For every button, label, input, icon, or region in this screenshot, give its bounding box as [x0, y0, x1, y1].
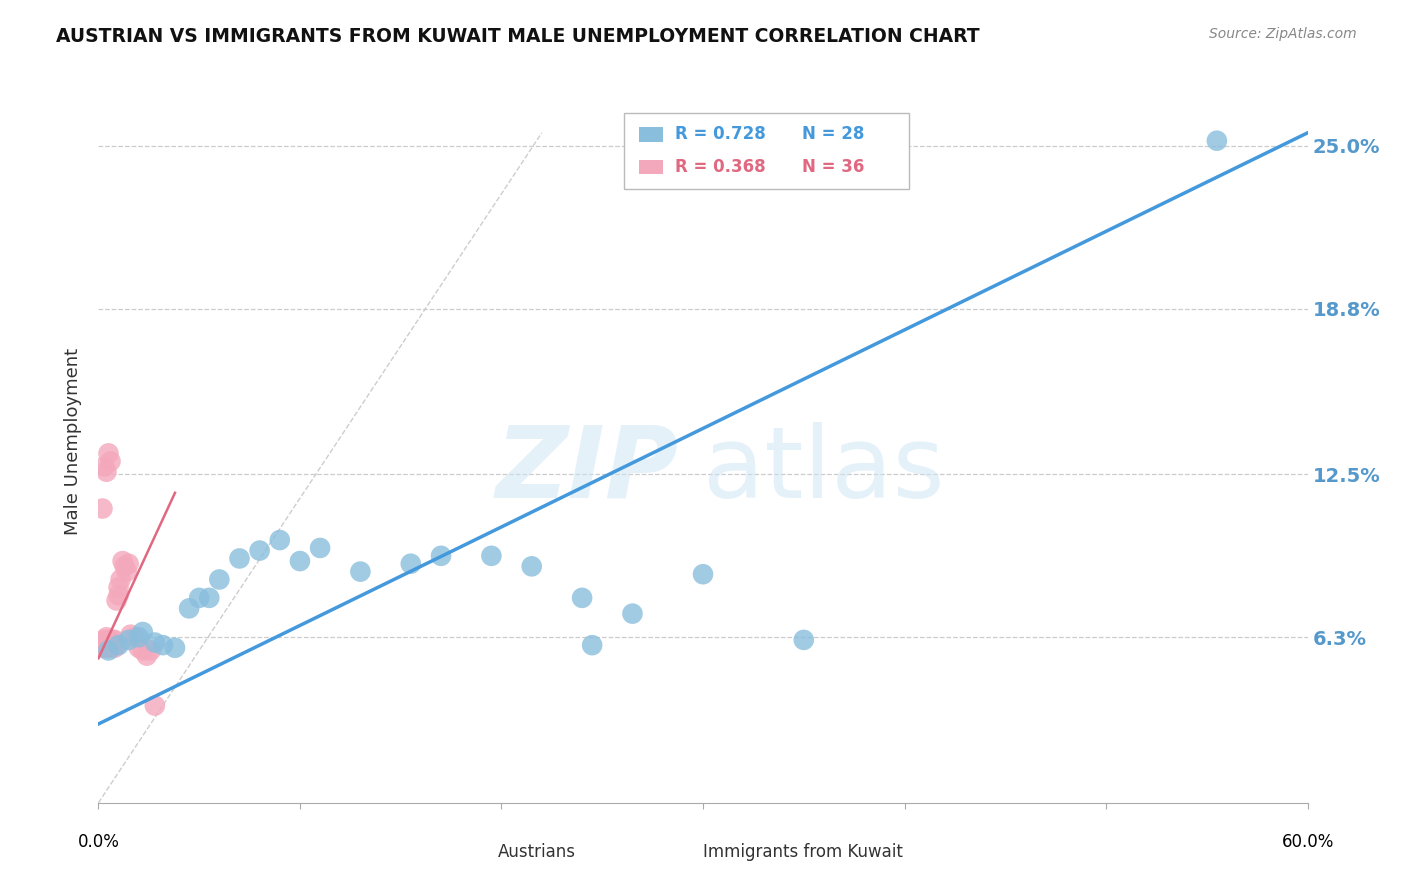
Point [96, 630, 118, 644]
Point [152, 638, 174, 652]
Point [101, 638, 124, 652]
Point [91, 635, 114, 649]
Point [1206, 134, 1229, 148]
Point [103, 632, 125, 647]
Point [120, 627, 142, 641]
Point [228, 551, 250, 566]
Point [132, 643, 155, 657]
Point [107, 588, 129, 602]
Point [103, 640, 125, 655]
Point [97, 632, 120, 647]
Point [100, 640, 122, 655]
Text: atlas: atlas [703, 422, 945, 519]
Bar [638, 160, 664, 174]
Point [399, 557, 422, 571]
Point [581, 638, 603, 652]
Point [349, 565, 371, 579]
Point [288, 554, 311, 568]
Point [692, 567, 714, 582]
Text: Austrians: Austrians [498, 843, 575, 861]
Point [198, 591, 221, 605]
Text: Immigrants from Kuwait: Immigrants from Kuwait [703, 843, 903, 861]
Point [105, 638, 128, 652]
Bar [467, 846, 489, 858]
Text: R = 0.368: R = 0.368 [675, 158, 766, 176]
Point [111, 554, 134, 568]
Text: N = 36: N = 36 [803, 158, 865, 176]
Text: Source: ZipAtlas.com: Source: ZipAtlas.com [1209, 27, 1357, 41]
Point [101, 632, 124, 647]
Point [124, 630, 146, 644]
Bar [624, 112, 908, 189]
Point [91, 640, 114, 655]
Point [793, 632, 815, 647]
Point [520, 559, 543, 574]
Point [107, 638, 129, 652]
Text: 60.0%: 60.0% [1281, 833, 1334, 851]
Point [97, 643, 120, 657]
Point [163, 640, 186, 655]
Point [309, 541, 332, 555]
Text: ZIP: ZIP [496, 422, 679, 519]
Y-axis label: Male Unemployment: Male Unemployment [63, 348, 82, 535]
Point [128, 630, 150, 644]
Point [97, 446, 120, 460]
Point [571, 591, 593, 605]
Point [481, 549, 503, 563]
Point [107, 580, 129, 594]
Point [135, 648, 157, 663]
Point [114, 559, 136, 574]
Point [430, 549, 453, 563]
Point [93, 459, 115, 474]
Point [139, 643, 162, 657]
Point [179, 601, 201, 615]
Point [89, 638, 111, 652]
Point [105, 593, 128, 607]
Point [269, 533, 291, 547]
Point [118, 557, 141, 571]
Point [143, 635, 166, 649]
Point [93, 632, 115, 647]
Point [97, 638, 120, 652]
Text: AUSTRIAN VS IMMIGRANTS FROM KUWAIT MALE UNEMPLOYMENT CORRELATION CHART: AUSTRIAN VS IMMIGRANTS FROM KUWAIT MALE … [56, 27, 980, 45]
Point [96, 640, 118, 655]
Point [132, 625, 155, 640]
Point [91, 501, 114, 516]
Point [100, 635, 122, 649]
Point [188, 591, 211, 605]
Point [128, 640, 150, 655]
Point [110, 573, 132, 587]
Point [621, 607, 644, 621]
Point [93, 638, 115, 652]
Text: R = 0.728: R = 0.728 [675, 126, 766, 144]
Point [96, 465, 118, 479]
Text: 0.0%: 0.0% [77, 833, 120, 851]
Point [115, 565, 138, 579]
Point [100, 454, 122, 468]
Point [208, 573, 231, 587]
Point [249, 543, 271, 558]
Bar [672, 846, 695, 858]
Point [118, 632, 141, 647]
Text: N = 28: N = 28 [803, 126, 865, 144]
Point [143, 698, 166, 713]
Bar [638, 128, 664, 142]
